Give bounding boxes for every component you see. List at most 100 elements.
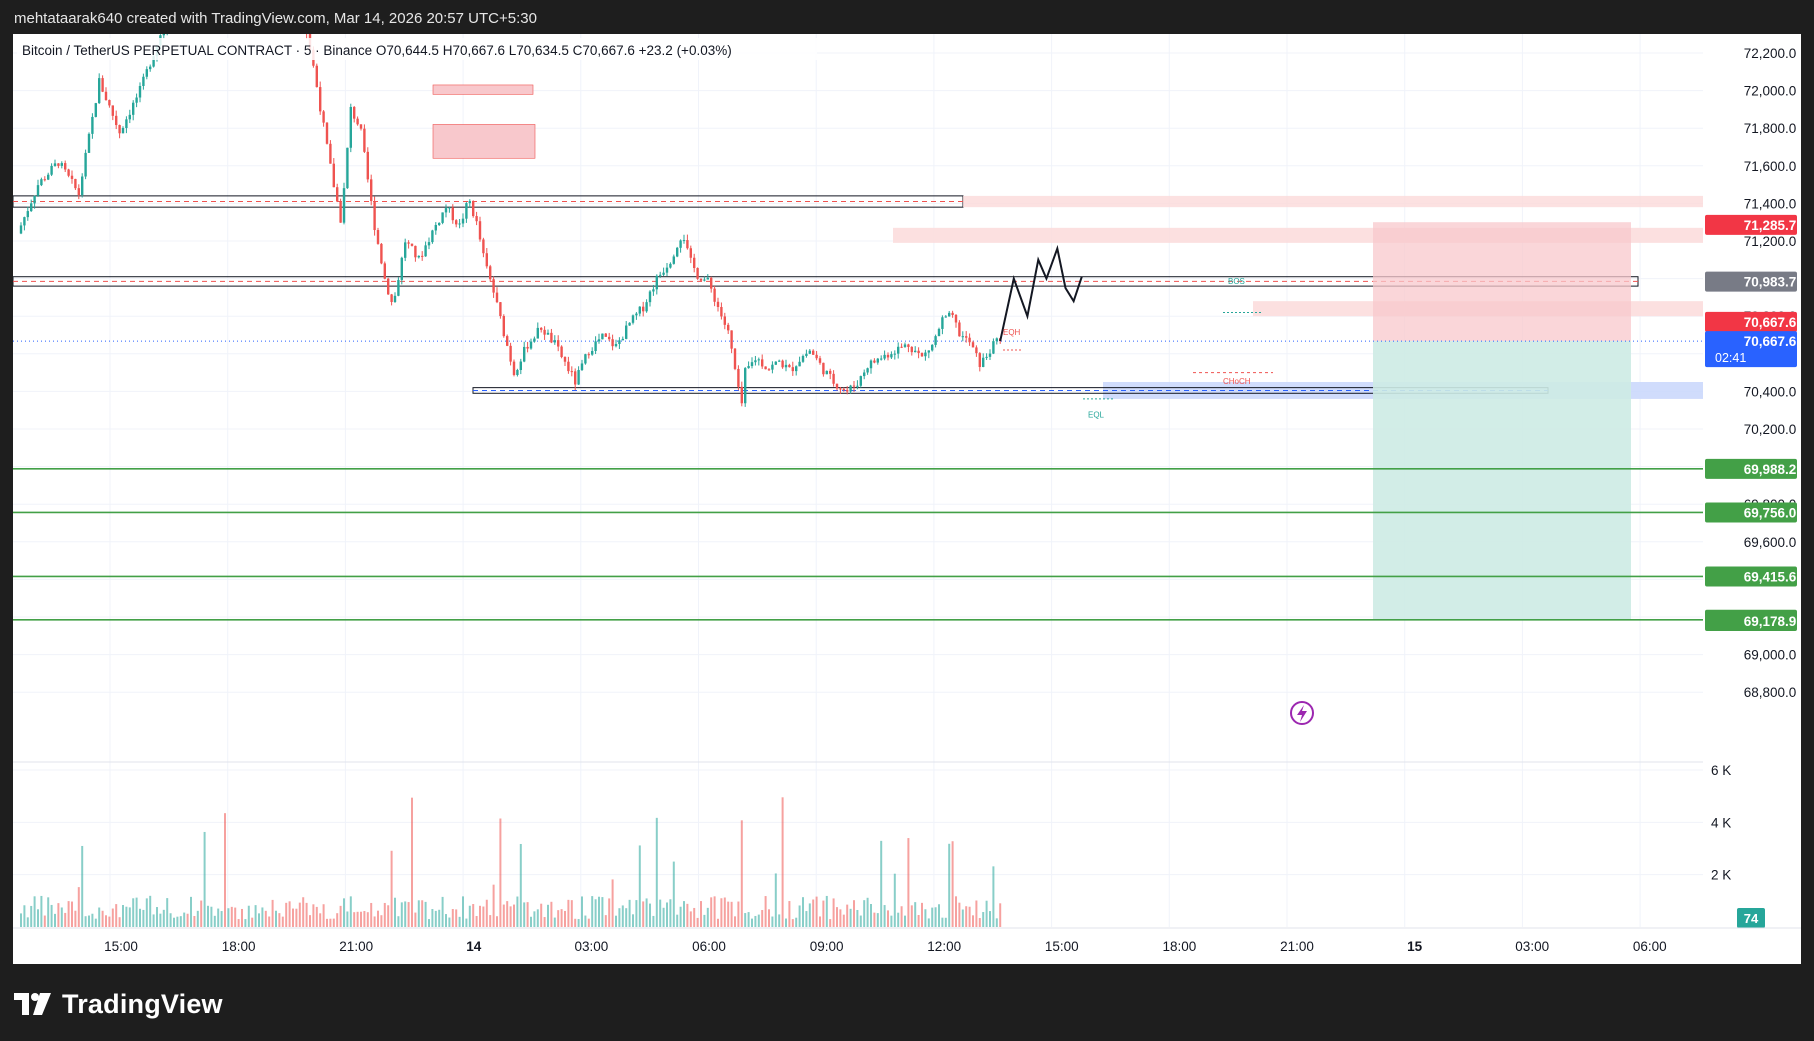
volume-bar	[186, 913, 189, 927]
candle-body	[808, 350, 811, 354]
volume-bar	[931, 907, 934, 927]
volume-bar	[224, 813, 226, 927]
volume-bar	[577, 919, 580, 927]
price-label-text: 70,667.6	[1744, 334, 1797, 349]
price-label-text: 71,285.7	[1744, 218, 1797, 233]
volume-bar	[876, 913, 879, 927]
volume-bar	[533, 911, 536, 927]
price-axis[interactable]: 72,200.0 72,000.0 71,800.0 71,600.0 71,400.0…	[1703, 34, 1801, 964]
eqh-label: EQH	[1003, 328, 1021, 337]
projection-path[interactable]	[999, 244, 1083, 342]
volume-bar	[802, 897, 804, 927]
candle-body	[727, 324, 730, 331]
volume-bar	[125, 906, 128, 927]
position-stop-zone[interactable]	[1373, 222, 1631, 342]
candle-body	[965, 336, 968, 338]
candle-body	[801, 355, 805, 362]
volume-bar	[560, 909, 563, 927]
price-label: 70,667.6	[1705, 311, 1797, 332]
price-axis-bg	[1703, 34, 1801, 964]
candlestick-chart[interactable]: EQH EQL CHoCH BOS Bitcoin / TetherUS PERPETU…	[13, 34, 1801, 964]
volume-bar	[791, 919, 794, 927]
volume-bar	[47, 897, 50, 927]
volume-bar	[465, 918, 468, 927]
candle-body	[397, 279, 400, 296]
position-target-zone[interactable]	[1373, 341, 1631, 620]
candle-body	[53, 163, 57, 166]
resistance-zone-upper-extension[interactable]	[963, 195, 1723, 208]
volume-bar	[64, 912, 67, 927]
price-label: 69,178.9	[1705, 610, 1797, 631]
volume-bar	[972, 915, 974, 927]
volume-bar	[394, 897, 396, 927]
candle-body	[94, 103, 97, 117]
volume-bar	[839, 909, 842, 927]
candle-body	[349, 106, 352, 148]
footer-bar	[0, 964, 1814, 1041]
candle-body	[594, 341, 597, 352]
volume-bar	[98, 907, 101, 927]
candle-body	[580, 363, 584, 370]
chart-area[interactable]: EQH EQL CHoCH BOS Bitcoin / TetherUS PERPETU…	[13, 34, 1801, 964]
volume-bar	[370, 902, 373, 927]
candle-body	[370, 179, 373, 202]
eql-label: EQL	[1088, 411, 1105, 420]
candle-body	[336, 187, 339, 202]
volume-bar	[856, 910, 859, 927]
bar-countdown: 02:41	[1715, 351, 1746, 365]
candle-body	[778, 360, 781, 362]
volume-bar	[530, 916, 532, 927]
time-tick-label: 06:00	[1633, 939, 1667, 954]
candle-body	[574, 371, 577, 385]
candle-body	[597, 339, 601, 342]
volume-bar	[319, 913, 322, 927]
volume-bar	[700, 901, 702, 927]
resistance-box-upper[interactable]	[13, 195, 964, 208]
time-tick-label: 18:00	[222, 939, 256, 954]
volume-bar	[808, 903, 811, 927]
candles[interactable]	[19, 34, 1002, 407]
volume-bar	[846, 904, 849, 927]
candle-body	[900, 346, 903, 348]
position-tool[interactable]	[1373, 222, 1631, 620]
candle-body	[400, 257, 403, 280]
candle-body	[611, 339, 614, 347]
volume-bar	[621, 905, 624, 927]
volume-bar	[870, 904, 872, 927]
supply-zone-large[interactable]	[432, 124, 536, 159]
volume-bar	[200, 900, 203, 927]
candle-body	[716, 301, 720, 307]
candle-body	[931, 344, 934, 351]
time-tick-label: 09:00	[810, 939, 844, 954]
volume-bar	[261, 907, 264, 927]
candle-body	[81, 176, 84, 196]
lightning-icon[interactable]	[1290, 701, 1314, 725]
volume-bar	[897, 912, 900, 927]
volume-bar	[366, 912, 369, 927]
candle-body	[557, 340, 560, 347]
volume-bar	[866, 897, 869, 927]
time-axis[interactable]: 15:00 18:00 21:00 14 03:00 06:00 09:00 12:00 15:…	[13, 927, 1801, 954]
volume-bar	[176, 916, 179, 927]
legend-low: 70,634.5	[516, 43, 572, 58]
candle-body	[951, 312, 954, 315]
candle-body	[441, 212, 444, 223]
volume-bar	[135, 897, 138, 927]
volume-bar	[734, 916, 736, 927]
volume-bar	[292, 908, 294, 927]
tradingview-brand[interactable]: TradingView	[14, 988, 223, 1020]
candle-body	[543, 329, 546, 335]
volume-bar	[417, 900, 420, 927]
volume-bar	[475, 916, 478, 927]
candle-body	[920, 353, 924, 357]
candle-body	[733, 348, 737, 369]
supply-zone-small[interactable]	[432, 84, 534, 95]
candle-body	[795, 366, 798, 372]
volume-bar	[917, 914, 920, 927]
volume-bar	[305, 902, 308, 927]
volume-bar	[649, 903, 651, 927]
candle-body	[359, 124, 363, 129]
candle-body	[407, 242, 410, 244]
volume-bars	[20, 797, 1002, 927]
volume-bar	[383, 902, 386, 927]
